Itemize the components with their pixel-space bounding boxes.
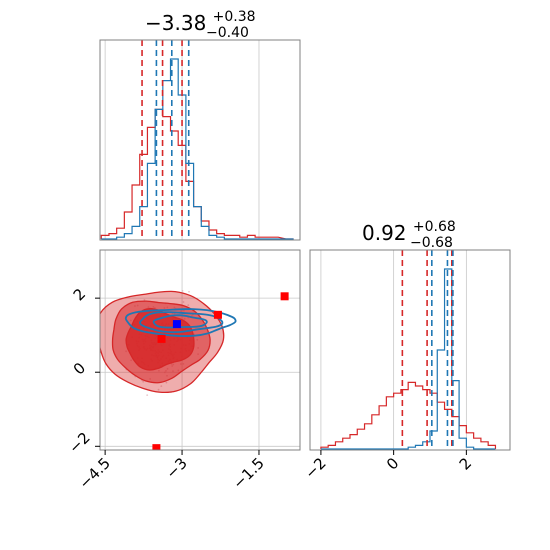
x-marginal-frame [99,39,301,241]
y-marginal-x-tick-label: −2 [301,454,329,482]
joint-sample-point [160,385,163,388]
x-marginal-hist-series-a [100,108,294,240]
joint-sample-point [188,290,190,293]
x-marginal-title: −3.38 +0.38 −0.40 [145,2,262,41]
joint-contour-series-b [124,308,237,337]
joint-marker-series-a [157,334,166,343]
x-marginal-hist-series-b [101,58,294,240]
x-marginal-title-plus: +0.38 [213,9,256,25]
x-marginal-title-minus: −0.40 [206,25,249,41]
y-marginal-frame [309,249,511,451]
joint-sample-point [157,388,160,391]
joint-marker-series-a [152,444,161,450]
joint-x-tick-label: −1.5 [229,454,267,492]
joint-sample-point [187,304,190,307]
y-marginal-title-value: 0.92 [362,221,407,245]
joint-sample-point [182,301,185,303]
joint-sample-point [142,380,145,383]
x-marginal-title-value: −3.38 [145,11,206,35]
joint-y-tick-label: 0 [70,359,89,378]
y-marginal-title-plus: +0.68 [413,219,456,235]
joint-x-tick-label: −3 [163,454,191,482]
joint-sample-point [165,381,168,384]
joint-marker-series-b [172,320,181,329]
y-marginal-title-minus: −0.68 [410,235,453,251]
joint-panel [99,249,301,451]
joint-y-tick-label: −2 [65,429,93,457]
joint-contour-series-b [152,314,208,329]
x-marginal-panel: −3.38 +0.38 −0.40 [99,2,301,241]
y-marginal-x-tick-label: 0 [383,454,402,473]
y-marginal-hist-series-a [320,381,497,449]
joint-marker-series-a [213,310,222,319]
joint-marker-series-a [280,292,289,301]
y-marginal-title: 0.92 +0.68 −0.68 [362,212,462,251]
joint-y-tick-label: 2 [70,285,89,304]
y-marginal-panel: 0.92 +0.68 −0.68 [309,212,511,451]
joint-x-tick-label: −4.5 [75,454,113,492]
joint-contour-series-b [139,311,224,334]
y-marginal-hist-series-b [320,268,496,450]
joint-frame [99,249,301,451]
y-marginal-x-tick-label: 2 [456,454,475,473]
joint-sample-point [143,299,146,301]
joint-sample-point [181,289,184,292]
joint-sample-point [146,394,149,397]
